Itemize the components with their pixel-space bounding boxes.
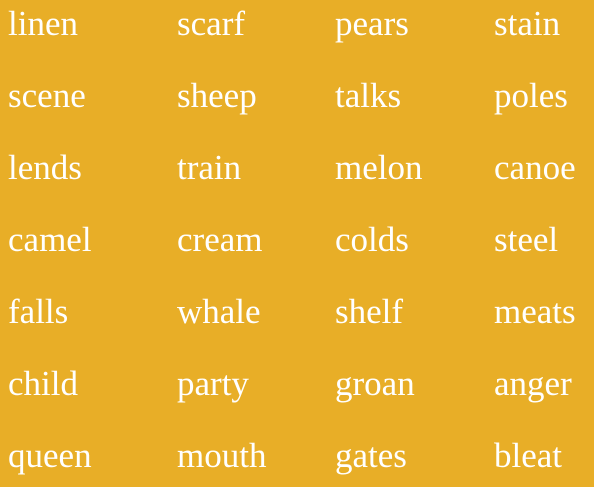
word-cell: groan	[335, 364, 415, 403]
word-cell: pears	[335, 4, 409, 43]
word-cell: child	[8, 364, 78, 403]
word-cell: sheep	[177, 76, 257, 115]
word-cell: melon	[335, 148, 423, 187]
word-cell: camel	[8, 220, 92, 259]
word-cell: colds	[335, 220, 409, 259]
word-cell: gates	[335, 436, 407, 475]
word-cell: steel	[494, 220, 559, 259]
word-cell: train	[177, 148, 242, 187]
word-cell: scarf	[177, 4, 246, 43]
word-cell: scene	[8, 76, 86, 115]
word-cell: falls	[8, 292, 69, 331]
word-cell: talks	[335, 76, 402, 115]
word-cell: party	[177, 364, 249, 403]
word-cell: bleat	[494, 436, 563, 475]
word-cell: shelf	[335, 292, 404, 331]
word-cell: cream	[177, 220, 263, 259]
word-cell: anger	[494, 364, 572, 403]
word-cell: whale	[177, 292, 261, 331]
word-cell: mouth	[177, 436, 267, 475]
word-cell: queen	[8, 436, 92, 475]
word-cell: lends	[8, 148, 82, 187]
word-cell: canoe	[494, 148, 576, 187]
word-cell: meats	[494, 292, 576, 331]
word-cell: linen	[8, 4, 78, 43]
word-cell: poles	[494, 76, 568, 115]
word-cell: stain	[494, 4, 561, 43]
